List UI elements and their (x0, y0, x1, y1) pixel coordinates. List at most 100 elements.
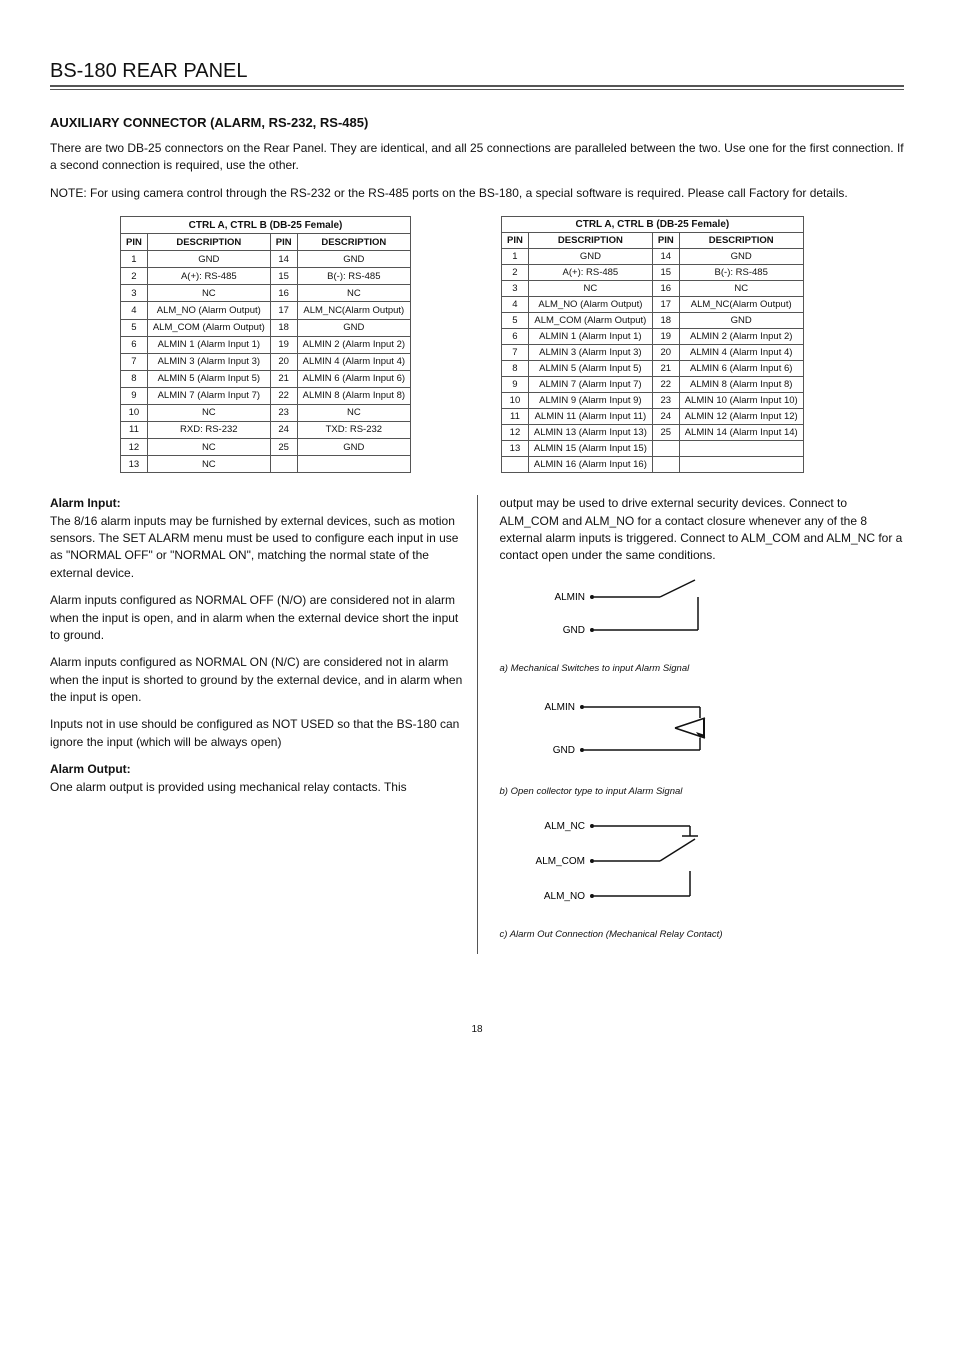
table-cell: 19 (270, 336, 297, 353)
table-cell: 19 (652, 329, 679, 345)
table-cell: ALMIN 2 (Alarm Input 2) (679, 329, 803, 345)
table-cell: ALMIN 1 (Alarm Input 1) (147, 336, 270, 353)
label-gnd: GND (552, 745, 574, 756)
table-cell (679, 457, 803, 473)
table-cell: ALMIN 4 (Alarm Input 4) (297, 353, 410, 370)
table-cell: 16 (652, 281, 679, 297)
table-cell: ALMIN 6 (Alarm Input 6) (679, 361, 803, 377)
table-header-row: PIN DESCRIPTION PIN DESCRIPTION (121, 234, 411, 251)
table-cell: NC (679, 281, 803, 297)
table-title: CTRL A, CTRL B (DB-25 Female) (121, 217, 411, 234)
table-cell: 1 (121, 251, 148, 268)
table-row: 5ALM_COM (Alarm Output)18GND (121, 319, 411, 336)
pin-table-left: CTRL A, CTRL B (DB-25 Female) PIN DESCRI… (120, 216, 411, 473)
label-alm-com: ALM_COM (535, 856, 584, 867)
terminal-dot (580, 748, 584, 752)
table-cell (502, 457, 529, 473)
note-paragraph: NOTE: For using camera control through t… (50, 185, 904, 202)
table-cell: 8 (502, 361, 529, 377)
table-row: 2A(+): RS-48515B(-): RS-485 (502, 265, 804, 281)
table-cell (652, 441, 679, 457)
label-alm-nc: ALM_NC (544, 821, 585, 832)
table-cell: 20 (270, 353, 297, 370)
table-row: 8ALMIN 5 (Alarm Input 5)21ALMIN 6 (Alarm… (502, 361, 804, 377)
table-cell: 18 (270, 319, 297, 336)
table-cell: ALMIN 8 (Alarm Input 8) (679, 377, 803, 393)
table-cell: ALMIN 16 (Alarm Input 16) (528, 457, 652, 473)
table-cell: ALM_NC(Alarm Output) (297, 302, 410, 319)
table-row: 3NC16NC (121, 285, 411, 302)
table-cell: ALMIN 4 (Alarm Input 4) (679, 345, 803, 361)
table-cell: 3 (121, 285, 148, 302)
right-intro-text: output may be used to drive external sec… (500, 495, 905, 565)
table-cell (297, 456, 410, 473)
transistor-line (675, 718, 705, 728)
diagram-b: ALMIN GND b) Open collector type to i (500, 688, 905, 797)
table-cell: 24 (652, 409, 679, 425)
table-cell: NC (147, 438, 270, 455)
table-cell: NC (147, 404, 270, 421)
table-cell: 2 (502, 265, 529, 281)
table-row: 12NC25GND (121, 438, 411, 455)
table-cell: 11 (121, 421, 148, 438)
col-header: PIN (652, 233, 679, 249)
table-row: 6ALMIN 1 (Alarm Input 1)19ALMIN 2 (Alarm… (121, 336, 411, 353)
diagram-c-svg: ALM_NC ALM_COM ALM_NO (500, 811, 740, 921)
left-column: Alarm Input:The 8/16 alarm inputs may be… (50, 495, 469, 954)
table-cell: NC (297, 404, 410, 421)
table-cell: 20 (652, 345, 679, 361)
table-row: 13ALMIN 15 (Alarm Input 15) (502, 441, 804, 457)
table-cell: ALM_NO (Alarm Output) (147, 302, 270, 319)
col-header: DESCRIPTION (297, 234, 410, 251)
table-cell: 10 (121, 404, 148, 421)
two-column-layout: Alarm Input:The 8/16 alarm inputs may be… (50, 495, 904, 954)
label-alm-no: ALM_NO (543, 891, 584, 902)
table-cell (679, 441, 803, 457)
table-row: 13NC (121, 456, 411, 473)
section-heading: AUXILIARY CONNECTOR (ALARM, RS-232, RS-4… (50, 115, 904, 130)
label-gnd: GND (562, 625, 584, 636)
table-cell: B(-): RS-485 (297, 268, 410, 285)
table-cell: ALMIN 11 (Alarm Input 11) (528, 409, 652, 425)
table-row: 3NC16NC (502, 281, 804, 297)
table-cell: 10 (502, 393, 529, 409)
terminal-dot (590, 595, 594, 599)
table-row: 12ALMIN 13 (Alarm Input 13)25ALMIN 14 (A… (502, 425, 804, 441)
table-title: CTRL A, CTRL B (DB-25 Female) (502, 217, 804, 233)
caption-b: b) Open collector type to input Alarm Si… (500, 786, 905, 797)
table-cell: 7 (502, 345, 529, 361)
page-container: BS-180 REAR PANEL AUXILIARY CONNECTOR (A… (50, 60, 904, 1035)
intro-paragraph: There are two DB-25 connectors on the Re… (50, 140, 904, 175)
table-cell: 4 (121, 302, 148, 319)
caption-c: c) Alarm Out Connection (Mechanical Rela… (500, 929, 905, 940)
pin-table-right: CTRL A, CTRL B (DB-25 Female) PIN DESCRI… (501, 216, 804, 473)
normal-off-text: Alarm inputs configured as NORMAL OFF (N… (50, 592, 469, 644)
table-cell: GND (297, 319, 410, 336)
table-row: ALMIN 16 (Alarm Input 16) (502, 457, 804, 473)
table-cell: NC (147, 285, 270, 302)
table-cell: ALMIN 10 (Alarm Input 10) (679, 393, 803, 409)
table-cell: ALM_NC(Alarm Output) (679, 297, 803, 313)
table-cell: ALMIN 2 (Alarm Input 2) (297, 336, 410, 353)
table-cell: ALMIN 5 (Alarm Input 5) (147, 370, 270, 387)
table-cell: 22 (270, 387, 297, 404)
diagram-a: ALMIN GND a) Mechanical Switches to inpu… (500, 575, 905, 674)
table-cell: ALMIN 8 (Alarm Input 8) (297, 387, 410, 404)
col-header: PIN (502, 233, 529, 249)
terminal-dot (590, 894, 594, 898)
table-row: 1GND14GND (502, 249, 804, 265)
table-cell: 14 (270, 251, 297, 268)
col-header: DESCRIPTION (679, 233, 803, 249)
table-cell: 16 (270, 285, 297, 302)
caption-a: a) Mechanical Switches to input Alarm Si… (500, 663, 905, 674)
title-rule-thin (50, 89, 904, 90)
table-header-row: PIN DESCRIPTION PIN DESCRIPTION (502, 233, 804, 249)
diagram-b-svg: ALMIN GND (500, 688, 740, 778)
table-cell: GND (679, 249, 803, 265)
table-row: 1GND14GND (121, 251, 411, 268)
table-cell: GND (297, 438, 410, 455)
normal-on-text: Alarm inputs configured as NORMAL ON (N/… (50, 654, 469, 706)
table-cell: GND (679, 313, 803, 329)
table-cell: 2 (121, 268, 148, 285)
table-cell: 12 (502, 425, 529, 441)
